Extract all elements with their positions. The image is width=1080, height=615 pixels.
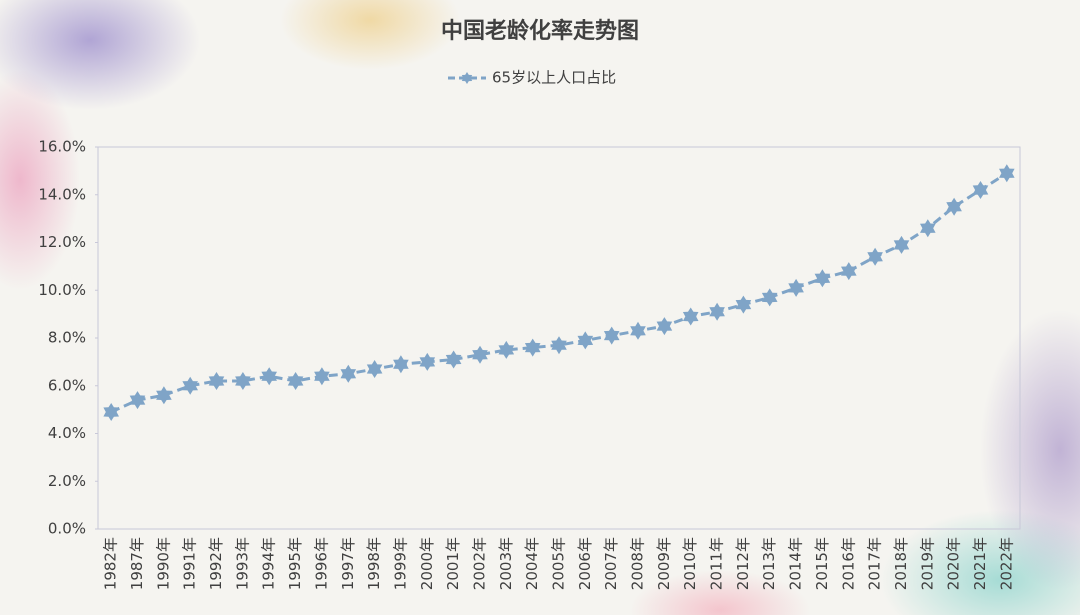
x-tick-label: 1997年 bbox=[339, 537, 357, 590]
y-tick-label: 2.0% bbox=[48, 472, 86, 490]
chart-title: 中国老龄化率走势图 bbox=[441, 18, 639, 44]
x-tick-label: 2007年 bbox=[602, 537, 620, 590]
x-tick-label: 2008年 bbox=[629, 537, 647, 590]
y-tick-label: 8.0% bbox=[48, 329, 86, 347]
marker bbox=[498, 340, 515, 359]
marker bbox=[129, 391, 146, 410]
x-tick-label: 2013年 bbox=[760, 537, 778, 590]
y-tick-label: 12.0% bbox=[38, 233, 86, 251]
marker bbox=[314, 367, 330, 386]
x-tick-label: 1994年 bbox=[260, 537, 278, 590]
legend-label: 65岁以上人口占比 bbox=[492, 69, 616, 87]
marker bbox=[340, 364, 357, 383]
x-tick-label: 2010年 bbox=[681, 537, 699, 590]
x-tick-label: 2005年 bbox=[550, 537, 568, 590]
y-tick-label: 4.0% bbox=[48, 424, 86, 442]
marker bbox=[235, 372, 251, 390]
x-tick-label: 1987年 bbox=[128, 537, 146, 590]
x-tick-label: 2017年 bbox=[866, 537, 884, 590]
x-tick-label: 2000年 bbox=[418, 537, 436, 590]
marker bbox=[472, 345, 488, 364]
marker bbox=[656, 317, 673, 336]
marker bbox=[551, 336, 567, 355]
x-tick-label: 2006年 bbox=[576, 537, 594, 590]
marker bbox=[287, 372, 304, 390]
x-tick-label: 2001年 bbox=[444, 537, 462, 590]
marker bbox=[261, 367, 277, 386]
x-tick-label: 1990年 bbox=[154, 537, 172, 590]
x-tick-label: 1996年 bbox=[312, 537, 330, 590]
x-tick-label: 1993年 bbox=[233, 537, 251, 590]
x-tick-label: 2002年 bbox=[470, 537, 488, 590]
x-tick-label: 2021年 bbox=[971, 537, 989, 590]
marker bbox=[920, 219, 936, 238]
marker bbox=[445, 350, 462, 369]
marker bbox=[841, 262, 857, 281]
y-tick-label: 16.0% bbox=[38, 138, 86, 156]
x-tick-label: 2019年 bbox=[918, 537, 936, 590]
marker bbox=[709, 302, 725, 321]
marker bbox=[208, 372, 225, 390]
x-tick-label: 1982年 bbox=[102, 537, 120, 590]
x-tick-label: 2012年 bbox=[734, 537, 752, 590]
x-tick-label: 1991年 bbox=[181, 537, 199, 590]
marker bbox=[999, 164, 1015, 183]
x-tick-label: 2014年 bbox=[787, 537, 805, 590]
marker bbox=[814, 269, 831, 288]
marker bbox=[156, 386, 172, 405]
marker bbox=[761, 288, 778, 307]
x-tick-label: 2003年 bbox=[497, 537, 515, 590]
marker bbox=[788, 278, 804, 297]
x-tick-label: 1995年 bbox=[286, 537, 304, 590]
marker bbox=[103, 403, 119, 421]
legend-marker bbox=[461, 72, 473, 84]
marker bbox=[893, 235, 910, 254]
x-tick-label: 2004年 bbox=[523, 537, 541, 590]
marker bbox=[366, 360, 383, 378]
marker bbox=[630, 321, 646, 340]
marker bbox=[946, 197, 962, 216]
y-tick-label: 6.0% bbox=[48, 376, 86, 394]
y-tick-label: 14.0% bbox=[38, 185, 86, 203]
x-tick-label: 2022年 bbox=[997, 537, 1015, 590]
x-tick-label: 1992年 bbox=[207, 537, 225, 590]
marker bbox=[972, 181, 989, 199]
x-tick-label: 2020年 bbox=[945, 537, 963, 590]
marker bbox=[182, 376, 198, 395]
x-tick-label: 1998年 bbox=[365, 537, 383, 590]
marker bbox=[682, 307, 699, 326]
marker bbox=[867, 247, 883, 266]
x-tick-label: 2016年 bbox=[839, 537, 857, 590]
x-tick-label: 2009年 bbox=[655, 537, 673, 590]
x-tick-label: 2018年 bbox=[892, 537, 910, 590]
x-tick-label: 2011年 bbox=[708, 537, 726, 590]
y-tick-label: 0.0% bbox=[48, 520, 86, 538]
marker bbox=[393, 355, 409, 374]
marker bbox=[524, 338, 541, 357]
x-tick-label: 2015年 bbox=[813, 537, 831, 590]
y-tick-label: 10.0% bbox=[38, 281, 86, 299]
marker bbox=[735, 295, 752, 314]
x-tick-label: 1999年 bbox=[391, 537, 409, 590]
marker bbox=[603, 326, 620, 345]
marker bbox=[419, 352, 436, 371]
marker bbox=[577, 331, 594, 350]
